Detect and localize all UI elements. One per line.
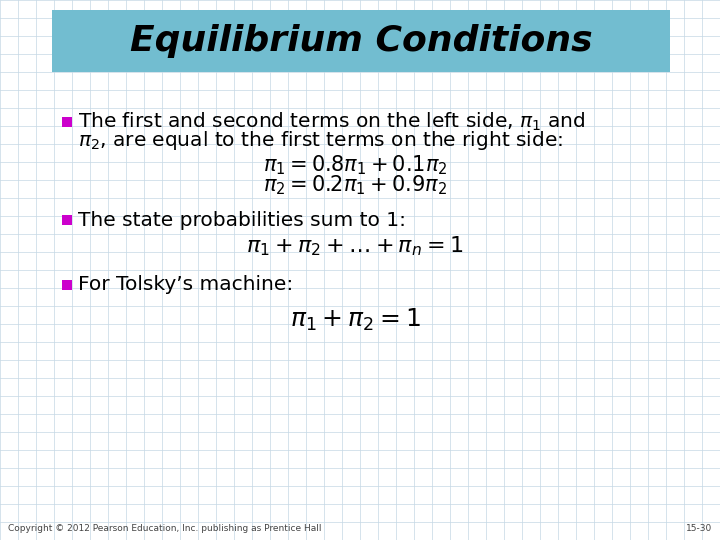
Text: $\pi_1 + \pi_2 + \ldots + \pi_n = 1$: $\pi_1 + \pi_2 + \ldots + \pi_n = 1$	[246, 234, 464, 258]
Text: 15-30: 15-30	[685, 524, 712, 533]
Text: $\pi_2$, are equal to the first terms on the right side:: $\pi_2$, are equal to the first terms on…	[78, 129, 563, 152]
Text: Equilibrium Conditions: Equilibrium Conditions	[130, 24, 593, 58]
Bar	[62, 280, 72, 290]
Bar	[62, 215, 72, 225]
Text: The first and second terms on the left side, $\pi_1$ and: The first and second terms on the left s…	[78, 111, 585, 133]
Text: $\pi_1 + \pi_2 = 1$: $\pi_1 + \pi_2 = 1$	[289, 307, 420, 333]
Text: The state probabilities sum to 1:: The state probabilities sum to 1:	[78, 211, 406, 229]
Bar	[62, 117, 72, 127]
Text: For Tolsky’s machine:: For Tolsky’s machine:	[78, 275, 293, 294]
FancyBboxPatch shape	[52, 10, 670, 72]
Text: Copyright © 2012 Pearson Education, Inc. publishing as Prentice Hall: Copyright © 2012 Pearson Education, Inc.…	[8, 524, 322, 533]
Text: $\pi_1 = 0.8\pi_1 + 0.1\pi_2$: $\pi_1 = 0.8\pi_1 + 0.1\pi_2$	[263, 153, 447, 177]
Text: $\pi_2 = 0.2\pi_1 + 0.9\pi_2$: $\pi_2 = 0.2\pi_1 + 0.9\pi_2$	[263, 173, 447, 197]
